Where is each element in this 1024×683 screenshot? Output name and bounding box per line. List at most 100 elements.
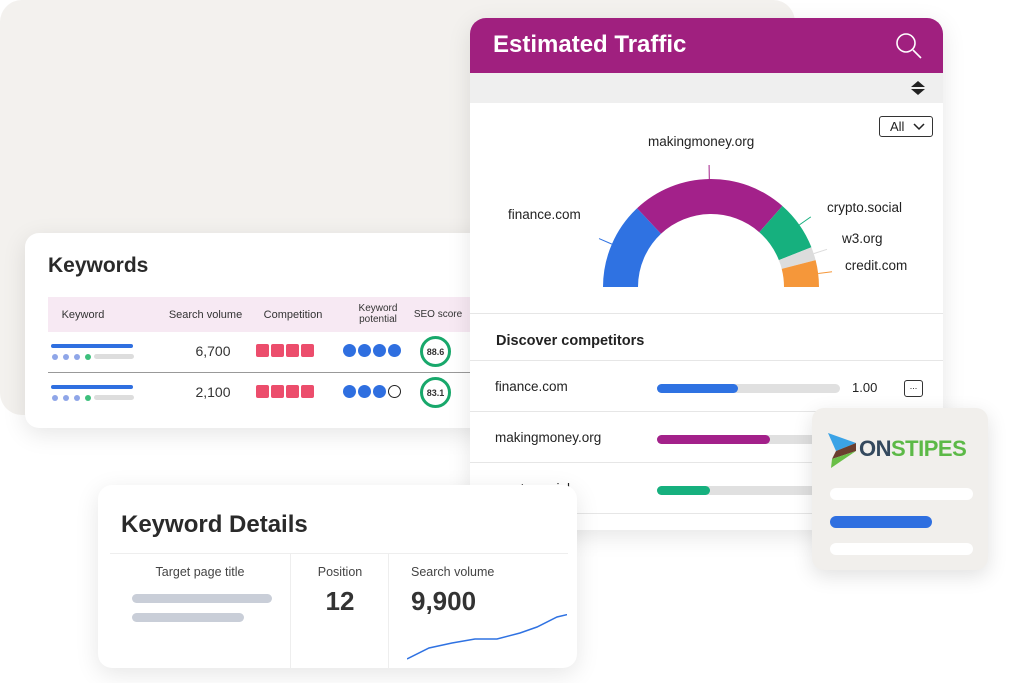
- slice-label: credit.com: [845, 258, 907, 273]
- keyword-dot: [52, 354, 58, 360]
- competition-square: [286, 385, 299, 398]
- traffic-header: Estimated Traffic: [470, 18, 943, 73]
- traffic-half-donut-chart: finance.com makingmoney.org crypto.social w…: [508, 134, 907, 287]
- traffic-title: Estimated Traffic: [493, 31, 687, 58]
- row-divider: [48, 372, 473, 373]
- keyword-dot: [74, 395, 80, 401]
- search-volume-label: Search volume: [411, 565, 495, 579]
- target-page-label: Target page title: [155, 565, 245, 579]
- competition-square: [256, 344, 269, 357]
- slice-label: finance.com: [508, 207, 581, 222]
- keyword-placeholder: [51, 344, 133, 348]
- competitor-bar: [657, 384, 840, 393]
- position-value: 12: [325, 586, 355, 616]
- competitor-name: finance.com: [495, 379, 568, 394]
- keywords-title: Keywords: [48, 254, 149, 277]
- keywords-table-header: Keyword Search volume Competition Keywor…: [48, 297, 473, 332]
- search-volume-column: Search volume 9,900: [388, 553, 568, 668]
- onstipes-logo: ONSTIPES: [859, 436, 967, 461]
- potential-dot: [373, 385, 386, 398]
- onstipes-logo-icon: [828, 433, 856, 468]
- leader-line: [598, 238, 613, 245]
- table-row[interactable]: 6,700 88.6: [48, 332, 473, 372]
- keyword-dot: [63, 354, 69, 360]
- slice-label: w3.org: [841, 231, 883, 246]
- potential-dot: [358, 385, 371, 398]
- keyword-details-card: Keyword Details Target page title Positi…: [98, 485, 577, 668]
- table-row[interactable]: 2,100 83.1: [48, 373, 473, 413]
- seo-score-value: 83.1: [426, 387, 445, 398]
- toolbar: [470, 73, 943, 103]
- competitor-name: makingmoney.org: [495, 430, 602, 445]
- target-page-column: Target page title: [110, 553, 290, 668]
- competitor-row[interactable]: makingmoney.org: [470, 411, 943, 462]
- keyword-details-title: Keyword Details: [121, 511, 308, 538]
- keyword-dot: [52, 395, 58, 401]
- leader-line: [813, 248, 828, 255]
- slice-label: crypto.social: [827, 200, 902, 215]
- competitor-bar-fill: [657, 486, 711, 495]
- keyword-dot: [85, 395, 91, 401]
- competitor-bar-fill: [657, 435, 771, 444]
- filter-dropdown[interactable]: All: [879, 116, 933, 137]
- search-volume-sparkline: [407, 613, 567, 660]
- competition-square: [271, 344, 284, 357]
- col-keyword-potential[interactable]: Keyword potential: [358, 303, 398, 325]
- competitor-value: 1.00: [852, 380, 878, 395]
- leader-line: [799, 216, 812, 226]
- competition-square: [286, 344, 299, 357]
- donut-slice-makingmoney-org[interactable]: [637, 179, 783, 234]
- search-volume-value: 2,100: [195, 384, 231, 400]
- keywords-card: Keywords Keyword Search volume Competiti…: [25, 233, 495, 428]
- placeholder-line: [132, 613, 244, 622]
- leader-line: [818, 271, 833, 274]
- search-volume-value: 9,900: [411, 586, 477, 616]
- competitors-section: Discover competitors: [470, 313, 943, 360]
- seo-score-ring: 83.1: [420, 377, 451, 408]
- donut-slice-finance-com[interactable]: [603, 208, 662, 287]
- search-volume-value: 6,700: [195, 343, 231, 359]
- competition-square: [271, 385, 284, 398]
- keyword-dot: [63, 395, 69, 401]
- placeholder-line: [830, 488, 973, 500]
- brand-card: ONSTIPES: [812, 408, 988, 570]
- potential-dot: [343, 385, 356, 398]
- position-column: Position 12: [290, 553, 388, 668]
- potential-dot: [343, 344, 356, 357]
- potential-dot: [358, 344, 371, 357]
- col-search-volume[interactable]: Search volume: [168, 309, 243, 321]
- competitor-row[interactable]: finance.com 1.00 ...: [470, 360, 943, 411]
- donut-slice-w3-org[interactable]: [778, 247, 816, 269]
- slice-label: makingmoney.org: [648, 134, 754, 149]
- placeholder-line-active: [830, 516, 932, 528]
- seo-score-value: 88.6: [426, 346, 445, 357]
- donut-slice-credit-com[interactable]: [781, 260, 819, 287]
- keyword-placeholder: [94, 395, 134, 400]
- more-icon[interactable]: ...: [904, 380, 923, 397]
- competitors-title: Discover competitors: [496, 333, 645, 349]
- search-icon[interactable]: [894, 31, 924, 61]
- col-keyword[interactable]: Keyword: [61, 309, 105, 321]
- filter-value: All: [890, 119, 905, 134]
- chevron-down-icon: [913, 123, 925, 131]
- seo-score-ring: 88.6: [420, 336, 451, 367]
- potential-dot: [388, 385, 401, 398]
- keyword-dot: [85, 354, 91, 360]
- competitor-bar: [657, 435, 840, 444]
- donut-slice-crypto-social[interactable]: [759, 205, 812, 261]
- keyword-placeholder: [51, 385, 133, 389]
- col-competition[interactable]: Competition: [263, 309, 323, 321]
- row-divider: [470, 513, 943, 514]
- col-seo-score[interactable]: SEO score: [413, 309, 463, 320]
- position-label: Position: [317, 565, 363, 579]
- sort-icon[interactable]: [910, 80, 926, 96]
- competition-square: [256, 385, 269, 398]
- keyword-placeholder: [94, 354, 134, 359]
- competitor-bar-fill: [657, 384, 738, 393]
- competition-square: [301, 385, 314, 398]
- potential-dot: [388, 344, 401, 357]
- competitor-bar: [657, 486, 840, 495]
- competition-square: [301, 344, 314, 357]
- keyword-dot: [74, 354, 80, 360]
- placeholder-line: [132, 594, 272, 603]
